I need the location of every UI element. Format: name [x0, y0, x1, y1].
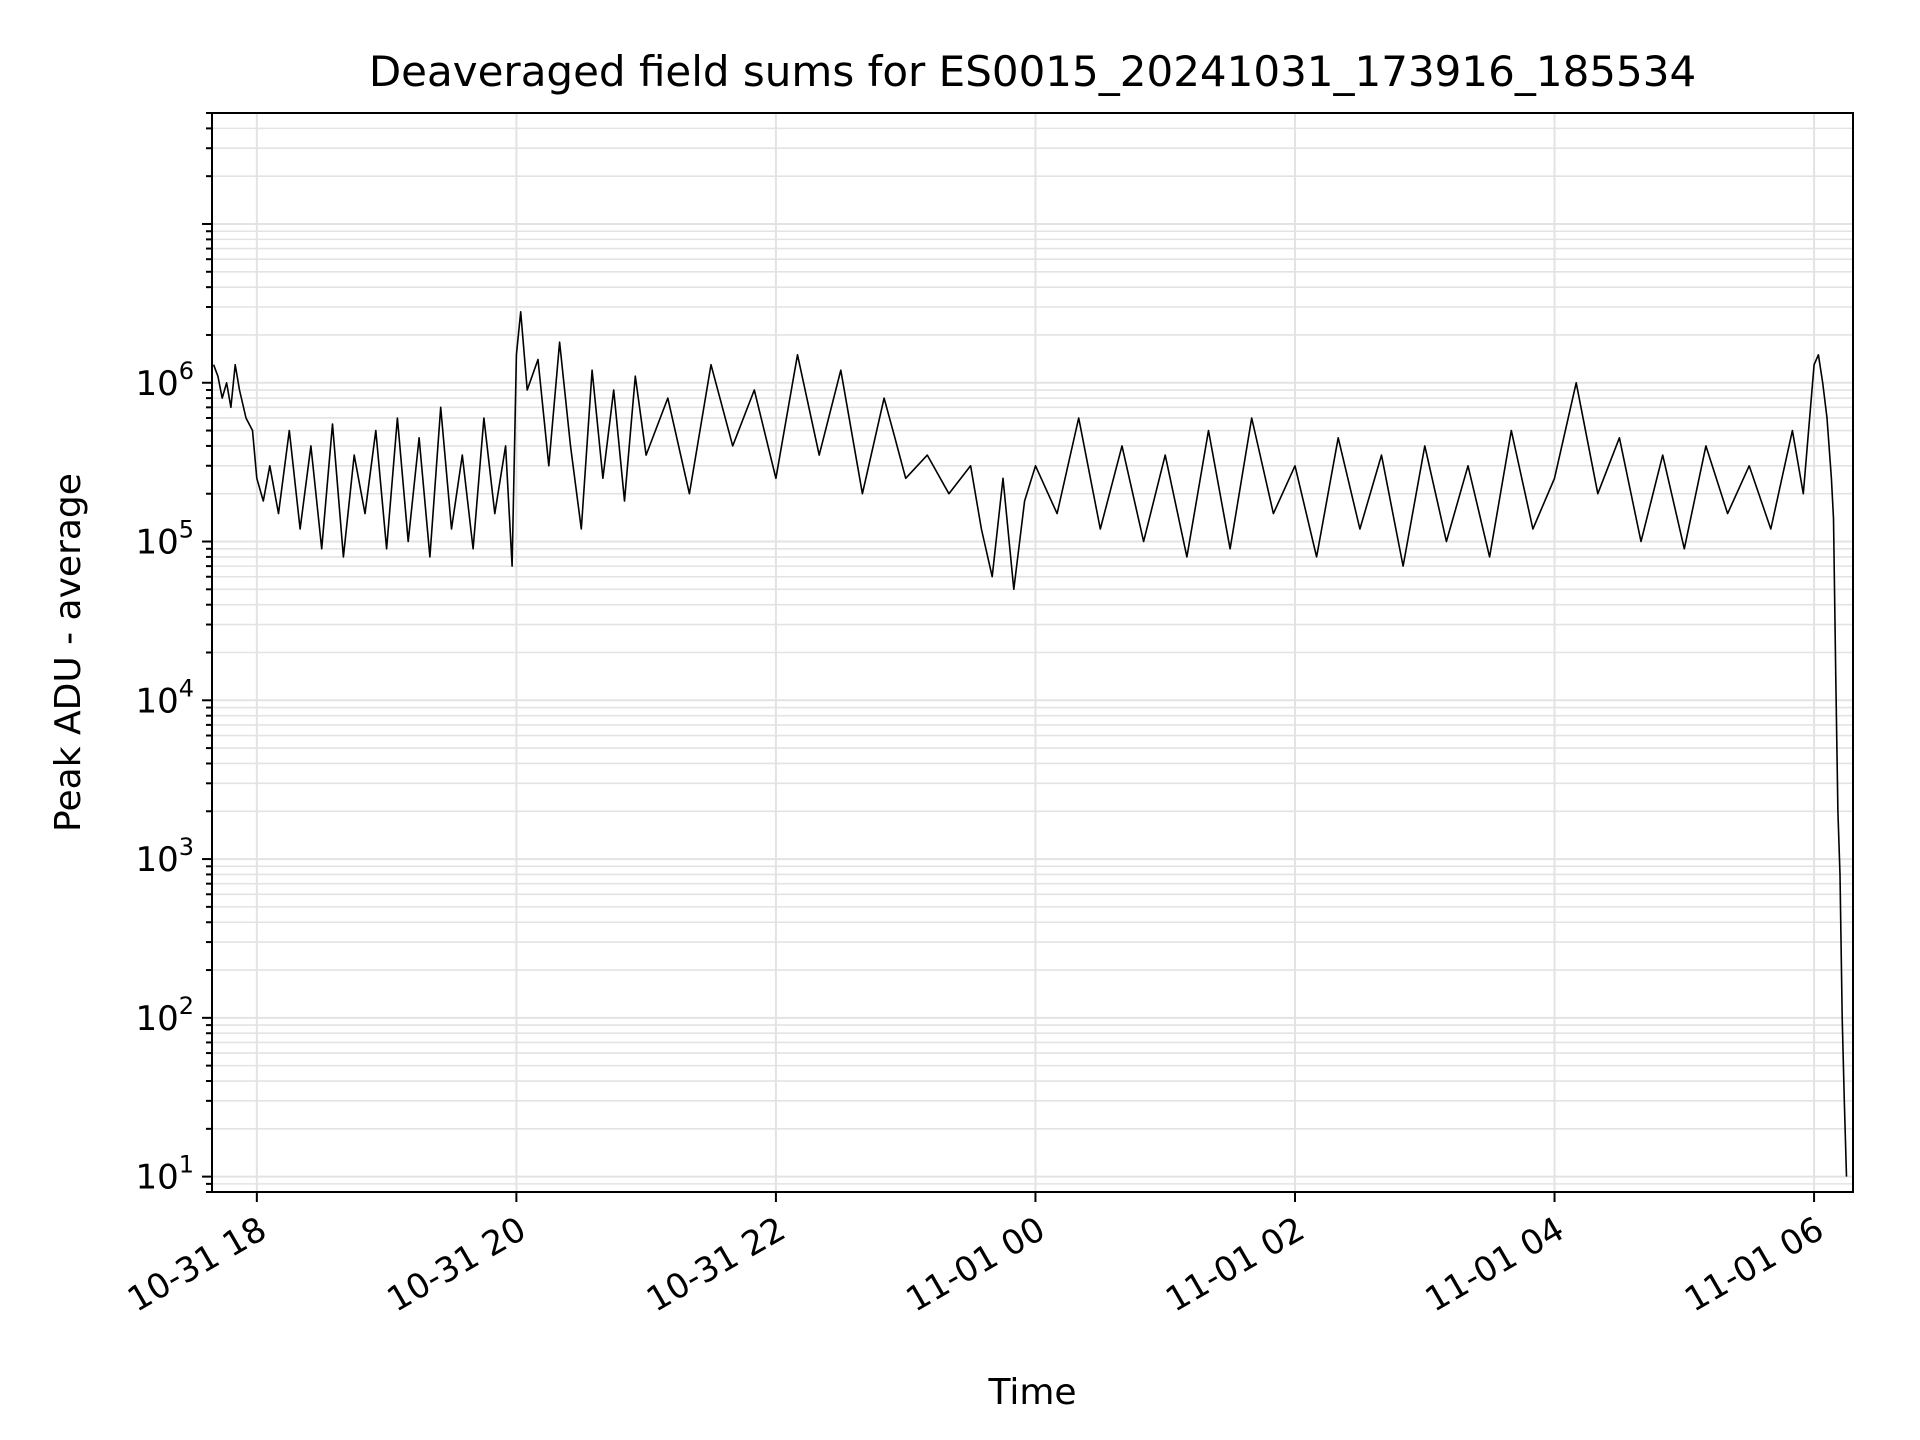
y-axis-label: Peak ADU - average — [48, 473, 89, 832]
y-tick-base: 10 — [135, 840, 178, 880]
y-tick-label: 105 — [135, 516, 194, 563]
y-tick-exponent: 6 — [179, 357, 194, 385]
grid-layer — [212, 112, 1853, 1193]
series-line-0 — [212, 310, 1848, 1177]
y-tick-label: 104 — [135, 674, 194, 721]
y-tick-label: 106 — [135, 357, 194, 404]
y-tick-label: 103 — [135, 833, 194, 880]
y-tick-label: 101 — [135, 1151, 194, 1198]
y-tick-base: 10 — [135, 1158, 178, 1198]
y-tick-base: 10 — [135, 523, 178, 563]
y-tick-exponent: 5 — [179, 516, 194, 544]
series-layer — [212, 310, 1848, 1177]
y-tick-base: 10 — [135, 364, 178, 404]
y-tick-exponent: 3 — [179, 833, 194, 861]
x-axis-label: Time — [987, 1372, 1076, 1413]
y-tick-exponent: 4 — [179, 674, 194, 702]
y-tick-base: 10 — [135, 999, 178, 1039]
y-tick-exponent: 1 — [179, 1151, 194, 1179]
y-tick-label: 102 — [135, 992, 194, 1039]
chart-title: Deaveraged field sums for ES0015_2024103… — [369, 47, 1696, 96]
y-tick-base: 10 — [135, 681, 178, 721]
y-tick-exponent: 2 — [179, 992, 194, 1020]
